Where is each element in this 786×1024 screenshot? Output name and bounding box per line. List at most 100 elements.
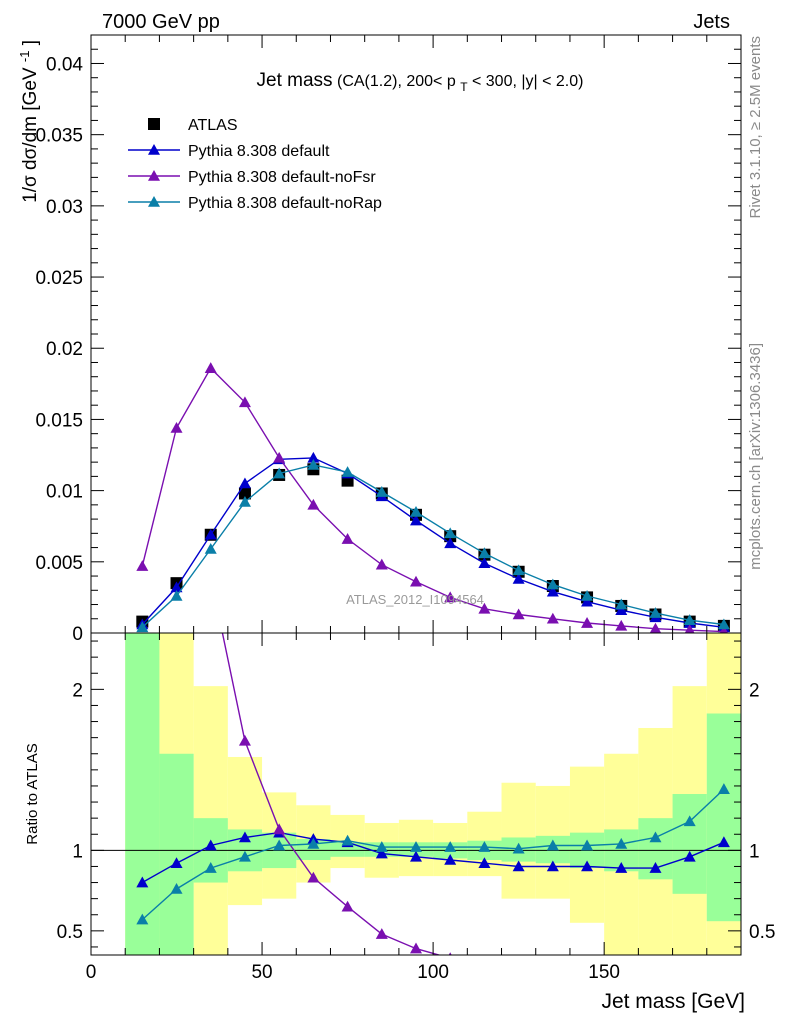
ratio-y-tick-label: 0.5: [57, 922, 83, 943]
ratio-series-point: [375, 841, 388, 852]
main-series-line: [141, 464, 724, 628]
main-series-line: [141, 367, 724, 633]
main-series-point: [170, 421, 183, 433]
main-series-point: [170, 581, 183, 593]
ratio-series-point: [375, 847, 388, 859]
chart-title-detail-post: < 300, |y| < 2.0): [472, 73, 584, 90]
main-series-point: [719, 625, 729, 633]
main-y-tick-label: 0.01: [46, 482, 83, 503]
atlas-data-point: [238, 487, 251, 500]
main-series-point: [341, 466, 354, 477]
x-tick-label: 100: [417, 962, 449, 983]
main-series-point: [375, 486, 388, 497]
main-series-point: [684, 624, 695, 633]
legend-marker-square: [148, 118, 160, 130]
main-series-point: [204, 362, 217, 373]
main-series-point: [136, 621, 149, 633]
main-series-point: [238, 496, 251, 507]
main-series-point: [581, 595, 594, 607]
main-series-point: [649, 607, 662, 618]
ratio-series-point: [717, 783, 730, 794]
ratio-series-point: [307, 837, 320, 849]
ratio-series-point: [478, 841, 491, 852]
main-y-tick-label: 0.025: [35, 268, 83, 289]
ratio-series-point: [273, 823, 286, 835]
ratio-series-point: [136, 913, 149, 925]
ratio-series-point: [307, 871, 320, 883]
watermark: ATLAS_2012_I1094564: [346, 592, 484, 607]
ratio-series-point: [581, 860, 594, 872]
ratio-y-tick-label: 1: [72, 841, 83, 862]
chart-title: Jet mass (CA(1.2), 200< p T < 300, |y| <…: [257, 70, 584, 95]
ratio-series-point: [170, 857, 183, 869]
main-series-point: [512, 608, 525, 620]
ratio-series-point: [546, 860, 559, 872]
main-series-point: [238, 396, 251, 408]
main-series-point: [717, 618, 730, 630]
ratio-series-point: [204, 839, 217, 851]
ratio-y-tick-label-right: 1: [749, 841, 760, 862]
main-y-tick-label: 0.035: [35, 126, 83, 147]
legend-label: ATLAS: [188, 117, 238, 134]
main-series-point: [683, 614, 696, 625]
main-series-point: [615, 619, 628, 631]
ratio-series-point: [683, 815, 696, 827]
main-y-tick-label: 0: [72, 624, 83, 645]
ratio-series-point: [410, 850, 422, 862]
ratio-series-point: [410, 942, 422, 954]
ratio-band-inner-bin: [706, 713, 741, 922]
chart-title-detail-sub: T: [460, 80, 468, 94]
main-series-point: [478, 602, 491, 614]
main-series-point: [615, 604, 628, 616]
chart-title-detail-pre: (CA(1.2), 200< p: [337, 73, 456, 90]
ratio-series-point: [171, 345, 183, 356]
ratio-band-inner-bin: [159, 753, 194, 955]
main-series-point: [478, 557, 491, 569]
main-series-point: [546, 578, 559, 590]
ratio-series-point: [615, 837, 628, 849]
main-series-point: [307, 451, 320, 463]
ratio-series-point: [444, 854, 457, 865]
main-series-point: [410, 514, 422, 526]
legend-label: Pythia 8.308 default-noFsr: [188, 169, 376, 186]
ratio-series-point: [341, 834, 354, 846]
main-y-tick-label: 0.015: [35, 410, 83, 431]
main-series-point: [444, 537, 457, 549]
main-series-point: [238, 477, 251, 489]
mcplots-label: mcplots.cern.ch [arXiv:1306.3436]: [747, 343, 764, 570]
ratio-series-point: [170, 882, 183, 894]
main-series-point: [170, 589, 183, 601]
main-y-axis-label-sup: -1: [17, 51, 32, 63]
ratio-uncertainty-bands: [125, 633, 741, 955]
main-series-point: [546, 612, 559, 624]
legend-marker-triangle: [148, 196, 160, 207]
ratio-series-point: [136, 876, 149, 888]
ratio-series-point: [205, 571, 217, 582]
axes: 0 0.005 0.01 0.015 0.02 0.025 0.03 0.035 0.04 0.5…: [35, 34, 775, 983]
ratio-series-point: [341, 900, 354, 912]
ratio-series-point: [478, 857, 491, 869]
main-series-point: [273, 451, 286, 463]
ratio-series-point: [444, 841, 457, 852]
main-series-point: [341, 533, 354, 544]
ratio-y-axis-label: Ratio to ATLAS: [24, 743, 41, 844]
main-series-point: [444, 591, 457, 603]
ratio-series-line: [141, 831, 725, 884]
main-y-tick-label: 0.005: [35, 553, 83, 574]
ratio-series-point: [273, 839, 286, 851]
ratio-series-point: [649, 862, 662, 873]
ratio-series-point: [238, 734, 251, 746]
ratio-series-point: [512, 860, 525, 872]
ratio-y-tick-label-right: 0.5: [749, 922, 775, 943]
header-right: Jets: [693, 11, 730, 33]
main-y-tick-label: 0.03: [46, 197, 83, 218]
main-series-point: [512, 564, 525, 576]
ratio-series-point: [375, 928, 388, 939]
ratio-series-line: [141, 788, 725, 921]
ratio-series-point: [684, 973, 696, 984]
ratio-series-point: [546, 839, 559, 851]
legend-marker-triangle: [148, 144, 160, 155]
main-series-point: [478, 547, 491, 559]
main-series-point: [512, 572, 525, 584]
ratio-series-point: [448, 952, 452, 955]
